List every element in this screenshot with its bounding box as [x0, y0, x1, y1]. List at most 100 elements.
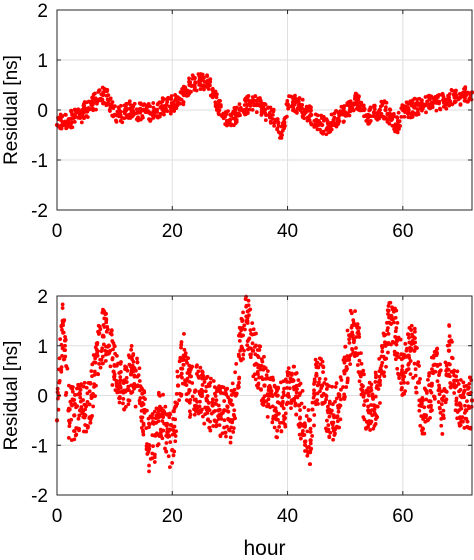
- data-point: [266, 397, 271, 402]
- data-point: [173, 439, 178, 444]
- data-point: [117, 400, 122, 405]
- data-point: [357, 379, 362, 384]
- data-point: [246, 303, 251, 308]
- data-point: [283, 424, 288, 429]
- data-point: [371, 426, 376, 431]
- data-point: [159, 433, 164, 438]
- data-point: [397, 119, 402, 124]
- data-point: [427, 399, 432, 404]
- data-point: [274, 417, 279, 422]
- data-point: [115, 353, 119, 358]
- data-point: [188, 367, 193, 372]
- data-point: [455, 410, 460, 414]
- data-point: [386, 331, 391, 336]
- data-point: [120, 389, 125, 394]
- data-point: [61, 319, 66, 324]
- data-point: [90, 102, 95, 107]
- data-point: [364, 426, 368, 431]
- data-point: [118, 385, 123, 390]
- data-point: [59, 368, 64, 372]
- data-point: [329, 420, 334, 425]
- data-point: [59, 365, 64, 370]
- data-point: [433, 369, 438, 374]
- data-point: [386, 304, 391, 308]
- data-point: [412, 105, 417, 110]
- data-point: [173, 97, 178, 102]
- data-point: [447, 95, 451, 100]
- data-point: [453, 90, 458, 95]
- data-point: [147, 469, 151, 474]
- data-point: [373, 370, 378, 375]
- data-point: [187, 400, 192, 405]
- data-point: [179, 371, 184, 376]
- data-point: [407, 356, 412, 360]
- data-point: [291, 98, 296, 103]
- data-point: [446, 348, 452, 353]
- data-point: [126, 384, 131, 389]
- data-point: [231, 109, 236, 114]
- data-point: [255, 383, 259, 388]
- data-point: [85, 423, 90, 428]
- data-point: [183, 354, 188, 359]
- data-point: [232, 408, 237, 413]
- data-point: [413, 340, 418, 345]
- data-point: [260, 111, 264, 116]
- data-point: [119, 370, 123, 374]
- data-point: [386, 326, 390, 330]
- data-point: [108, 96, 113, 101]
- data-point: [452, 368, 457, 373]
- data-point: [155, 443, 160, 448]
- data-point: [464, 408, 469, 413]
- data-point: [168, 440, 173, 445]
- data-point: [242, 107, 247, 112]
- data-point: [237, 325, 242, 330]
- data-point: [315, 113, 320, 118]
- data-point: [260, 359, 265, 364]
- data-point: [248, 328, 253, 333]
- data-point: [202, 421, 207, 426]
- data-point: [185, 376, 190, 381]
- data-point: [104, 320, 109, 325]
- data-point: [268, 386, 273, 390]
- data-point: [235, 105, 239, 110]
- data-point: [437, 99, 442, 104]
- data-point: [385, 119, 390, 124]
- data-point: [72, 413, 77, 418]
- data-point: [87, 107, 92, 112]
- data-point: [175, 383, 181, 388]
- data-point: [156, 419, 161, 424]
- data-point: [346, 111, 350, 116]
- data-point: [92, 360, 96, 365]
- data-point: [167, 415, 172, 420]
- data-point: [67, 407, 72, 412]
- data-point: [188, 80, 193, 85]
- data-point: [237, 354, 241, 359]
- data-point: [325, 418, 329, 423]
- data-point: [414, 390, 419, 395]
- data-point: [431, 363, 436, 368]
- data-point: [118, 378, 123, 383]
- data-point: [402, 374, 407, 379]
- data-point: [447, 103, 452, 108]
- x-tick-label: 20: [162, 506, 183, 527]
- data-point: [247, 107, 252, 112]
- data-point: [151, 101, 156, 105]
- data-point: [110, 100, 115, 104]
- data-point: [81, 398, 85, 402]
- data-point: [224, 391, 229, 396]
- data-point: [182, 331, 186, 336]
- data-point: [361, 368, 366, 373]
- data-point: [422, 431, 427, 436]
- data-point: [124, 365, 129, 370]
- data-point: [380, 349, 385, 354]
- data-point: [310, 434, 315, 438]
- data-point: [439, 423, 444, 428]
- data-point: [426, 377, 430, 382]
- data-point: [208, 376, 213, 381]
- y-tick-label: 2: [37, 287, 48, 308]
- data-point: [257, 348, 262, 352]
- data-point: [465, 419, 470, 424]
- data-point: [466, 385, 471, 390]
- data-point: [297, 96, 302, 100]
- data-point: [269, 393, 274, 397]
